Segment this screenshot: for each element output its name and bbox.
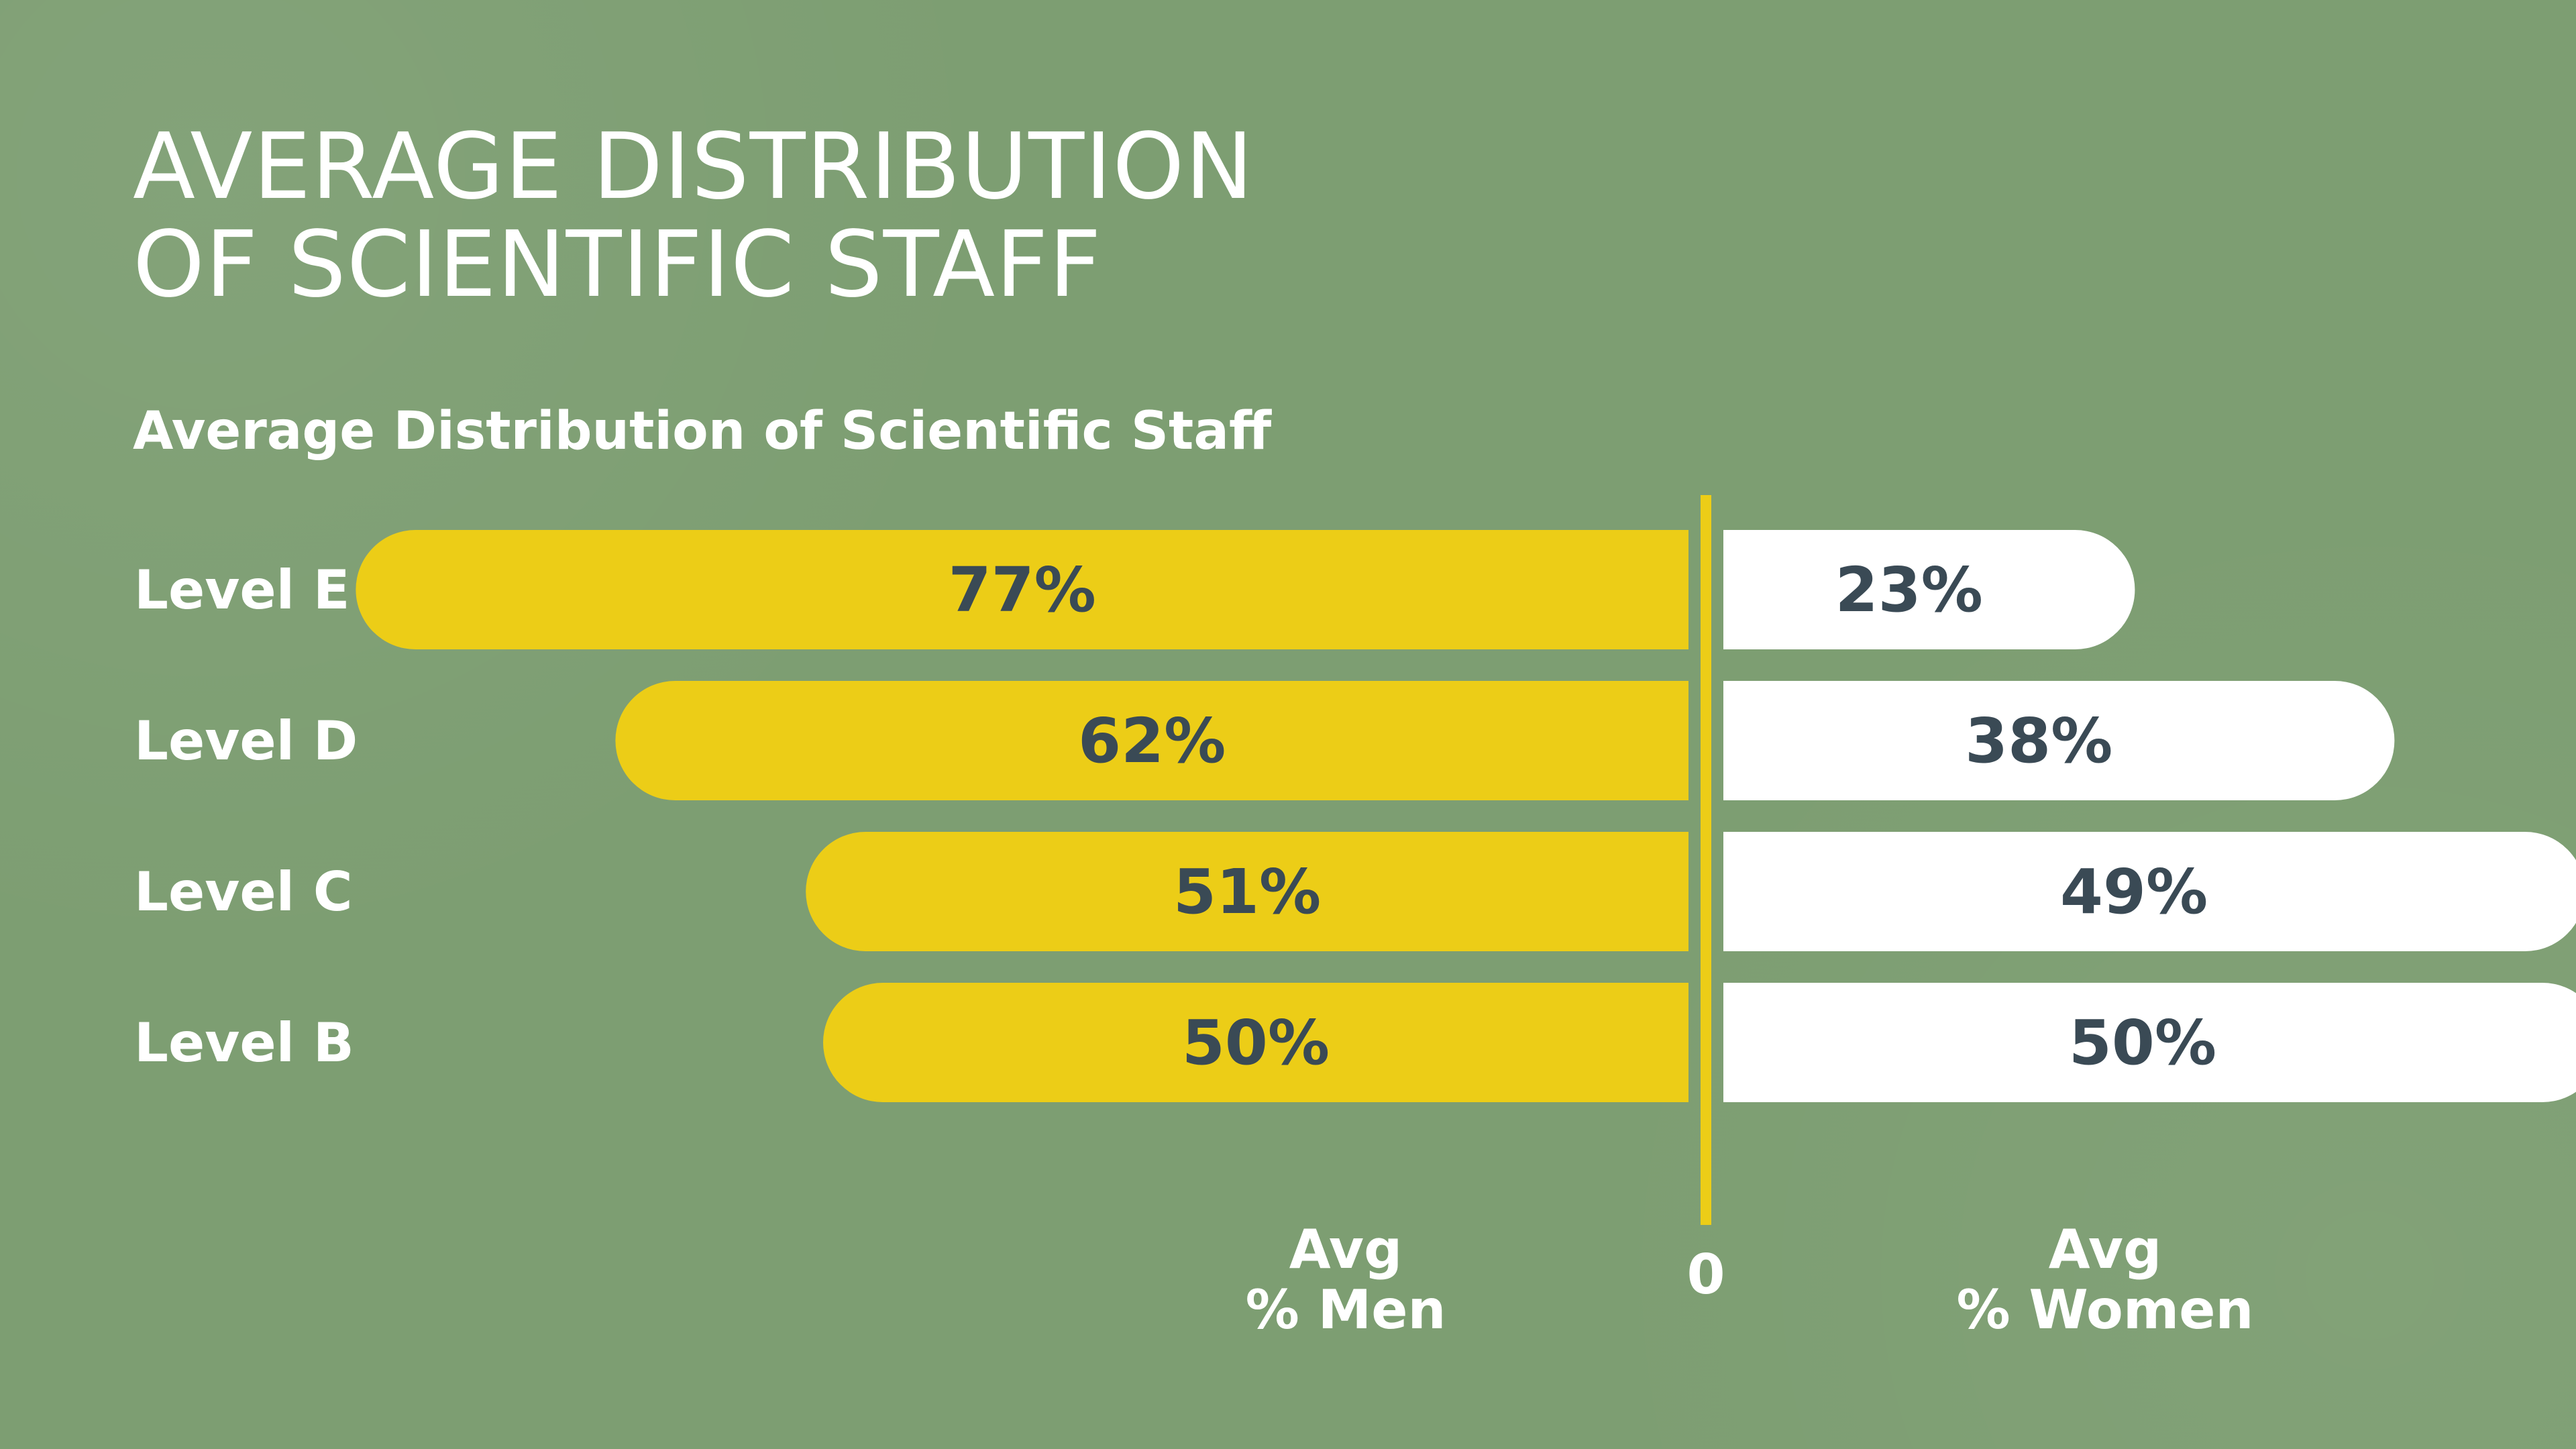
category-label: Level D <box>134 710 358 772</box>
men-bar <box>615 681 1688 800</box>
zero-axis-line <box>1701 495 1711 1225</box>
legend-women-label: Avg <box>2049 1218 2161 1281</box>
men-value-label: 50% <box>1182 1007 1330 1079</box>
women-value-label: 49% <box>2060 856 2208 928</box>
men-value-label: 77% <box>949 554 1096 626</box>
women-value-label: 23% <box>1835 554 1983 626</box>
legend-men-label: Avg <box>1289 1218 1402 1281</box>
chart-title: Average Distribution of Scientific Staff <box>133 401 1272 462</box>
men-value-label: 51% <box>1173 856 1321 928</box>
women-bar <box>1723 530 2135 649</box>
legend-women-label: % Women <box>1957 1279 2254 1341</box>
category-label: Level C <box>134 861 353 923</box>
category-label: Level B <box>134 1012 354 1074</box>
men-value-label: 62% <box>1078 705 1226 777</box>
labels-layer: Level E 77% 23% Level D 62% 38% Level C 51% 49% L… <box>134 554 2216 1079</box>
women-value-label: 38% <box>1965 705 2112 777</box>
bars-layer <box>356 530 2576 1102</box>
page-title: AVERAGE DISTRIBUTION OF SCIENTIFIC STAFF <box>133 118 1254 314</box>
title-line-2: OF SCIENTIFIC STAFF <box>133 212 1102 318</box>
men-bar <box>356 530 1688 649</box>
women-bar <box>1723 681 2395 800</box>
women-bar <box>1723 832 2576 951</box>
axis-zero-label: 0 <box>1686 1243 1725 1307</box>
category-label: Level E <box>134 559 350 621</box>
men-bar <box>806 832 1688 951</box>
title-line-1: AVERAGE DISTRIBUTION <box>133 114 1254 220</box>
men-bar <box>823 983 1688 1102</box>
women-value-label: 50% <box>2069 1007 2216 1079</box>
women-bar <box>1723 983 2576 1102</box>
legend-men-label: % Men <box>1246 1279 1446 1341</box>
